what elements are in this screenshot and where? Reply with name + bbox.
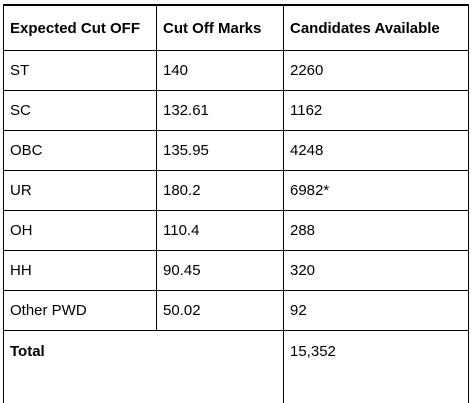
- candidates-cell: 288: [283, 210, 469, 251]
- cut-off-marks-cell: 135.95: [156, 130, 284, 171]
- candidates-cell: 1162: [283, 90, 469, 131]
- table-header-row: Expected Cut OFF Cut Off Marks Candidate…: [3, 4, 469, 51]
- category-cell: SC: [3, 90, 157, 131]
- column-header-candidates-available: Candidates Available: [283, 4, 469, 51]
- candidates-cell: 4248: [283, 130, 469, 171]
- table-row: SC 132.61 1162: [3, 90, 469, 131]
- cut-off-marks-cell: 90.45: [156, 250, 284, 291]
- total-label: Total: [3, 330, 284, 403]
- table-row: OBC 135.95 4248: [3, 130, 469, 171]
- category-cell: ST: [3, 50, 157, 91]
- cut-off-marks-cell: 50.02: [156, 290, 284, 331]
- table-row: ST 140 2260: [3, 50, 469, 91]
- candidates-cell: 6982*: [283, 170, 469, 211]
- total-value: 15,352: [283, 330, 469, 403]
- category-cell: UR: [3, 170, 157, 211]
- cut-off-marks-cell: 140: [156, 50, 284, 91]
- category-cell: OH: [3, 210, 157, 251]
- table-row: Other PWD 50.02 92: [3, 290, 469, 331]
- cutoff-table: Expected Cut OFF Cut Off Marks Candidate…: [3, 4, 469, 403]
- column-header-expected-cut-off: Expected Cut OFF: [3, 4, 157, 51]
- cut-off-marks-cell: 132.61: [156, 90, 284, 131]
- category-cell: HH: [3, 250, 157, 291]
- table-row: OH 110.4 288: [3, 210, 469, 251]
- candidates-cell: 2260: [283, 50, 469, 91]
- candidates-cell: 320: [283, 250, 469, 291]
- candidates-cell: 92: [283, 290, 469, 331]
- cut-off-marks-cell: 180.2: [156, 170, 284, 211]
- cut-off-marks-cell: 110.4: [156, 210, 284, 251]
- table-row: HH 90.45 320: [3, 250, 469, 291]
- category-cell: OBC: [3, 130, 157, 171]
- category-cell: Other PWD: [3, 290, 157, 331]
- column-header-cut-off-marks: Cut Off Marks: [156, 4, 284, 51]
- table-row: UR 180.2 6982*: [3, 170, 469, 211]
- total-row: Total 15,352: [3, 330, 469, 403]
